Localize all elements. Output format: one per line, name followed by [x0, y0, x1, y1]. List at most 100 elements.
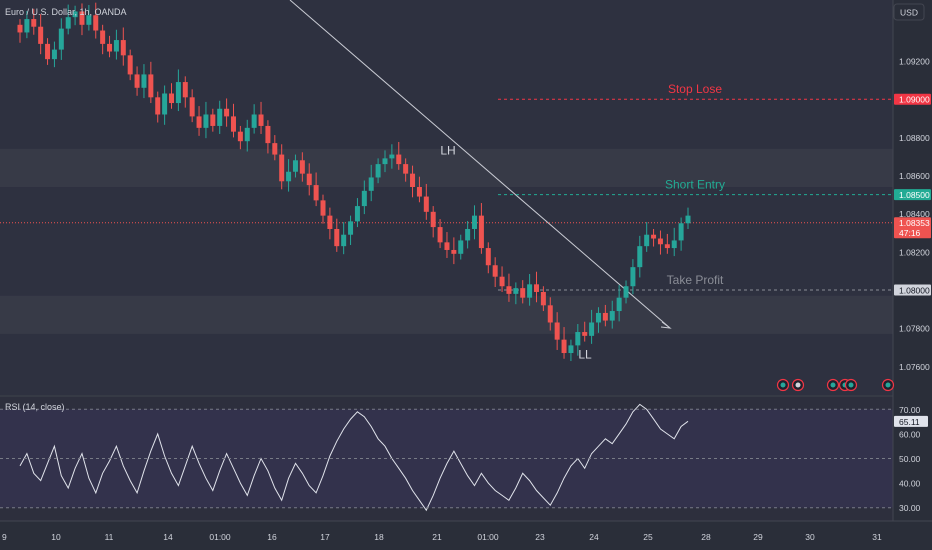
candle-body — [485, 248, 491, 266]
candle-body — [113, 40, 119, 52]
price-tag-box — [894, 217, 931, 239]
candle — [444, 232, 450, 258]
candle-body — [24, 19, 30, 33]
candle-body — [437, 227, 443, 243]
candle-body — [499, 276, 505, 287]
price-tag-label: 1.09000 — [899, 95, 930, 105]
candle — [582, 321, 588, 342]
candle-body — [410, 173, 416, 188]
annotation-take-profit: Take Profit — [667, 273, 724, 287]
event-icon-dot[interactable] — [848, 382, 854, 388]
candle-body — [430, 211, 436, 228]
candle-body — [72, 11, 78, 18]
candle-body — [141, 74, 147, 88]
time-tick-label: 23 — [535, 532, 545, 542]
candle — [189, 89, 195, 123]
candle-body — [616, 297, 622, 312]
time-tick-label: 28 — [701, 532, 711, 542]
candle — [299, 152, 305, 182]
candle-body — [272, 143, 278, 155]
time-tick-label: 24 — [589, 532, 599, 542]
candle-body — [561, 339, 567, 354]
price-tag-box — [894, 93, 931, 105]
candle — [396, 141, 402, 170]
candle-body — [348, 221, 354, 235]
candle — [644, 222, 650, 252]
rsi-label: RSI (14, close) — [5, 402, 65, 412]
candle — [17, 19, 23, 43]
candle — [327, 207, 333, 240]
candle — [175, 69, 181, 112]
economic-event-icon[interactable] — [826, 378, 840, 392]
candle — [217, 100, 223, 134]
candle-body — [182, 82, 188, 98]
candle-body — [51, 49, 57, 60]
economic-event-icon[interactable] — [776, 378, 790, 392]
candle-body — [375, 164, 381, 178]
candle-body — [685, 215, 691, 224]
time-tick-label: 17 — [320, 532, 330, 542]
candle — [478, 203, 484, 254]
event-icon-dot[interactable] — [830, 382, 836, 388]
candle-body — [382, 158, 388, 165]
candle — [224, 98, 230, 127]
main-pane — [0, 0, 932, 395]
candle — [630, 259, 636, 295]
candle — [513, 282, 519, 305]
candle — [79, 3, 85, 36]
candle — [465, 220, 471, 249]
candle-body — [65, 17, 71, 29]
event-icon-dot[interactable] — [780, 382, 786, 388]
candle — [45, 38, 51, 65]
candle — [113, 29, 119, 60]
candle — [237, 125, 243, 150]
event-icon-dot[interactable] — [885, 382, 891, 388]
candle — [120, 27, 126, 66]
candle-body — [423, 196, 429, 212]
candle-body — [244, 127, 250, 142]
candle-body — [134, 74, 140, 88]
candle-body — [237, 131, 243, 142]
candle — [472, 205, 478, 240]
economic-event-icon[interactable] — [791, 378, 805, 392]
candle — [244, 119, 250, 152]
time-tick-label: 30 — [805, 532, 815, 542]
candle — [671, 227, 677, 257]
currency-button-box[interactable] — [893, 3, 925, 21]
price-tag-take-profit: 1.08000 — [894, 284, 931, 296]
candle — [100, 24, 106, 55]
candle — [334, 218, 340, 252]
candle — [506, 273, 512, 302]
candle-body — [602, 312, 608, 321]
price-tick-label: 1.08800 — [899, 133, 930, 143]
candle-body — [520, 288, 526, 298]
candle-body — [196, 116, 202, 128]
event-icon-dot[interactable] — [795, 382, 801, 388]
candle — [292, 154, 298, 178]
candle-body — [506, 286, 512, 294]
price-tick-label: 1.07600 — [899, 362, 930, 372]
economic-event-icon[interactable] — [881, 378, 895, 392]
price-axis-ticks: 1.09200 1.08800 1.08600 1.08400 1.08200 1.078… — [899, 57, 930, 372]
candle — [93, 2, 99, 39]
candle-body — [637, 246, 643, 268]
candle — [65, 4, 71, 35]
economic-event-icon[interactable] — [844, 378, 858, 392]
rsi-value-label: 65.11 — [899, 417, 920, 427]
rsi-tick-label: 60.00 — [899, 429, 921, 439]
candle-body — [396, 154, 402, 165]
candle-body — [45, 43, 51, 60]
annotation-lh: LH — [440, 144, 455, 158]
candle — [134, 66, 140, 96]
candle — [320, 194, 326, 224]
candle — [341, 222, 347, 255]
event-icons[interactable] — [776, 378, 895, 392]
candle-body — [210, 114, 216, 126]
zones — [0, 148, 893, 334]
currency-button-label[interactable]: USD — [900, 8, 918, 18]
candle — [602, 304, 608, 327]
candle-body — [444, 242, 450, 250]
currency-button[interactable]: USD — [893, 3, 925, 21]
time-tick-label: 29 — [753, 532, 763, 542]
